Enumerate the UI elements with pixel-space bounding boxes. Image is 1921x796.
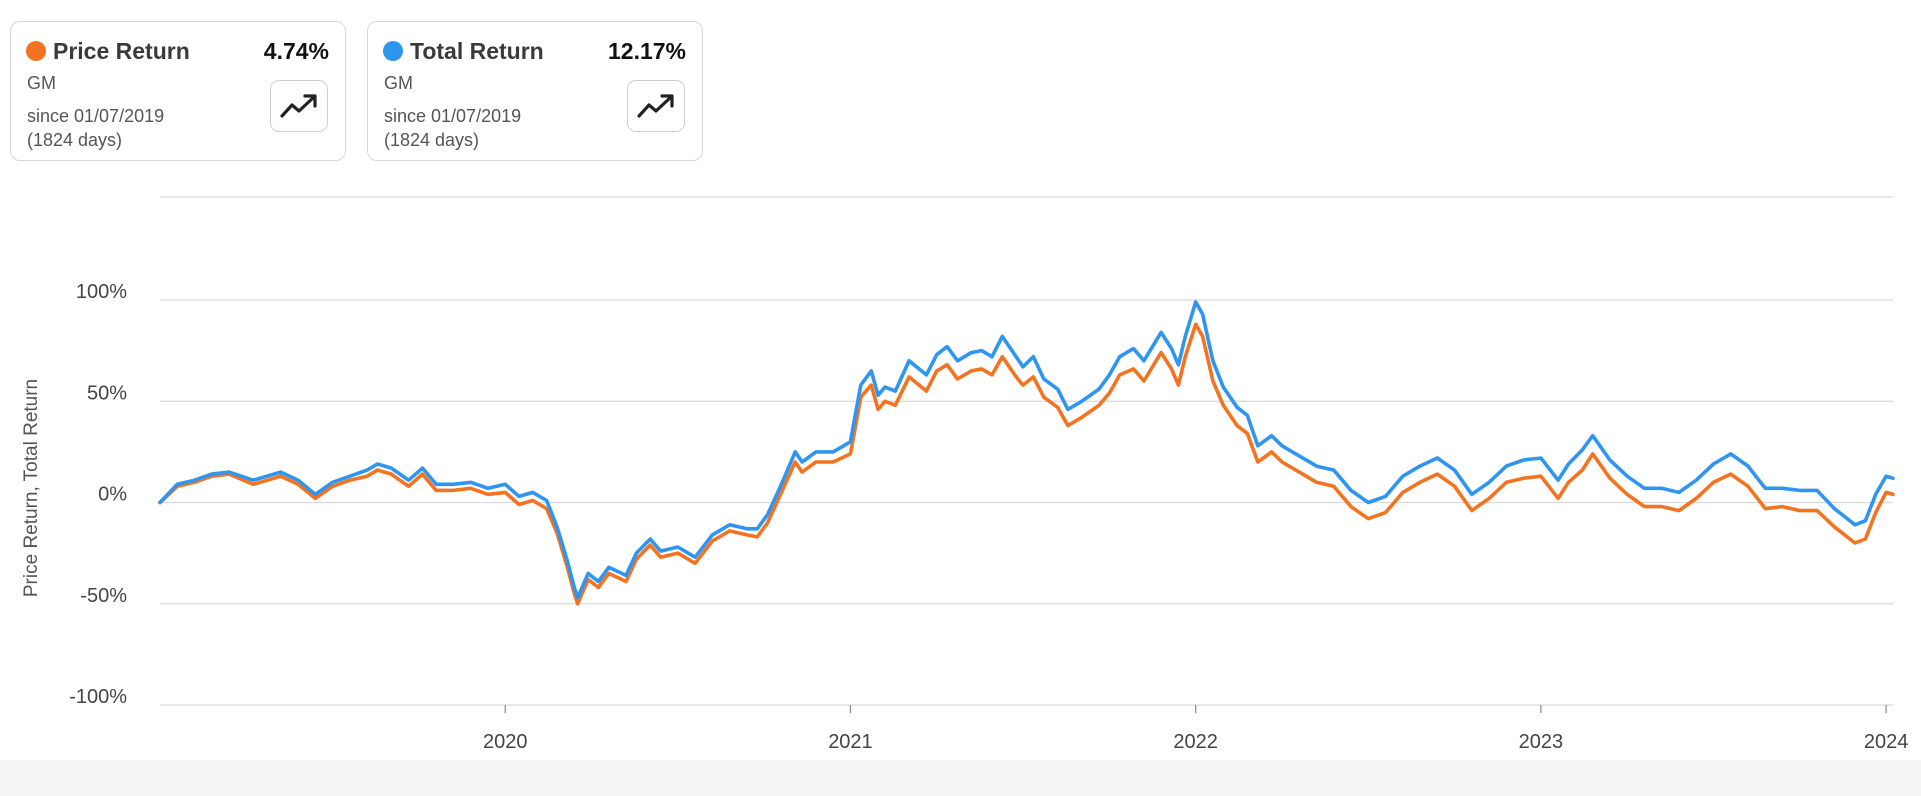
card-value: 12.17% xyxy=(607,38,686,64)
x-tick-label: 2021 xyxy=(828,731,873,753)
y-tick-label: -100% xyxy=(69,686,127,708)
card-since-date: since 01/07/2019 xyxy=(384,106,522,126)
card-ticker: GM xyxy=(27,73,56,93)
return-chart[interactable]: 100% 50% 0% -50% -100% 2020 2021 2022 2023 2024 xyxy=(0,0,1921,760)
trending-up-icon xyxy=(280,94,317,118)
y-ticks: 100% 50% 0% -50% -100% xyxy=(69,281,127,708)
y-tick-label: -50% xyxy=(80,585,127,607)
total-return-legend-dot xyxy=(383,41,403,61)
card-since-date: since 01/07/2019 xyxy=(27,106,165,126)
series-line-price-return xyxy=(158,322,1895,606)
card-title: Price Return xyxy=(53,38,190,64)
price-return-card[interactable]: Price Return 4.74% GM since 01/07/2019 (… xyxy=(10,21,346,161)
chart-type-button[interactable] xyxy=(627,80,685,132)
series-lines xyxy=(158,300,1895,606)
chart-type-button[interactable] xyxy=(270,80,328,132)
series-line-total-return xyxy=(158,300,1895,600)
card-since-days: (1824 days) xyxy=(384,130,480,150)
x-tick-label: 2022 xyxy=(1173,731,1218,753)
total-return-card[interactable]: Total Return 12.17% GM since 01/07/2019 … xyxy=(367,21,703,161)
card-since-days: (1824 days) xyxy=(27,130,123,150)
card-since: since 01/07/2019 (1824 days) xyxy=(27,104,164,152)
y-tick-label: 0% xyxy=(98,484,127,506)
price-return-legend-dot xyxy=(26,41,46,61)
y-tick-label: 100% xyxy=(76,281,127,303)
x-tick-label: 2023 xyxy=(1519,731,1564,753)
x-tick-label: 2020 xyxy=(483,731,528,753)
trending-up-icon xyxy=(637,94,674,118)
x-tick-label: 2024 xyxy=(1864,731,1909,753)
card-ticker: GM xyxy=(384,73,413,93)
footer-band xyxy=(0,760,1921,796)
card-since: since 01/07/2019 (1824 days) xyxy=(384,104,521,152)
grid xyxy=(160,196,1893,706)
y-tick-label: 50% xyxy=(87,382,127,404)
x-ticks: 2020 2021 2022 2023 2024 xyxy=(483,705,1908,753)
card-value: 4.74% xyxy=(263,38,329,64)
card-title: Total Return xyxy=(410,38,544,64)
